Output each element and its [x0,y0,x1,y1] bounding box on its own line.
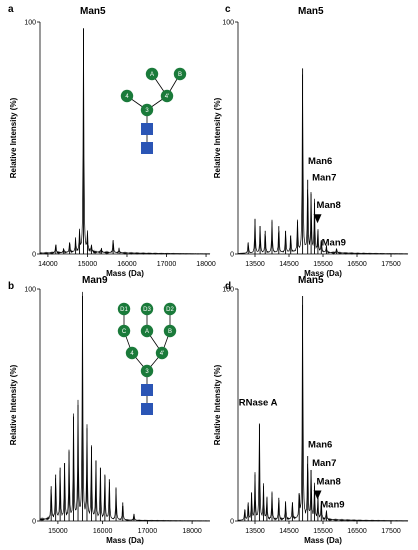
y-axis-label: Relative Intensity (%) [9,364,18,445]
annotation-label: Man6 [308,439,332,450]
spectrum-trace [237,74,409,255]
y-tick-label: 100 [222,287,234,294]
x-tick-label: 15000 [78,261,98,268]
x-tick-label: 17500 [381,261,401,268]
y-tick-label: 0 [32,252,36,259]
x-axis-label: Mass (Da) [106,536,144,545]
glcnac-square-icon [141,142,153,154]
mannose-label: 4' [160,351,164,357]
mannose-circle-icon [117,302,131,316]
y-tick-label: 0 [230,252,234,259]
annotation-label: Man7 [312,172,336,183]
mannose-label: A [150,72,154,78]
y-tick-label: 100 [222,20,234,27]
mannose-label: A [145,329,149,335]
annotation-label: Man6 [308,156,332,167]
mannose-label: 3 [145,369,149,375]
x-tick-label: 18000 [182,528,202,535]
x-tick-label: 18000 [196,261,216,268]
x-tick-label: 17000 [157,261,177,268]
mannose-label: 4 [125,94,129,100]
x-tick-label: 14500 [279,528,299,535]
glycan-structure: 3 4 4' C A B D1 D3 D2 [117,302,177,415]
y-tick-label: 100 [24,20,36,27]
arrow-marker [313,214,322,224]
mannose-circle-icon [173,67,187,81]
x-tick-label: 16500 [347,528,367,535]
x-tick-label: 16000 [93,528,113,535]
mannose-label: D3 [143,307,151,313]
x-tick-label: 14500 [279,261,299,268]
mannose-label: D1 [120,307,128,313]
annotation-label: Man9 [322,237,346,248]
panel-a: a Man5 0 100 14000 15000 16000 17000 18000 Mass (… [8,4,216,278]
glcnac-square-icon [141,384,153,396]
chart-title: Man5 [80,6,106,17]
x-tick-label: 17500 [381,528,401,535]
chart-title: Man9 [82,275,108,286]
panel-letter-b: b [8,281,14,292]
mannose-label: B [168,329,172,335]
mannose-label: B [178,72,182,78]
glcnac-square-icon [141,403,153,415]
mannose-label: D2 [166,307,174,313]
x-axis-label: Mass (Da) [106,269,144,278]
x-tick-label: 17000 [138,528,158,535]
y-tick-label: 100 [24,287,36,294]
glcnac-square-icon [141,123,153,135]
annotation-label: RNase A [239,398,278,409]
panel-d: d Man5 0 100 13500 14500 15500 16500 17500 Mass (… [213,275,409,545]
panel-b: b Man9 0 100 15000 16000 17000 18000 Mass (Da) Re… [8,275,211,545]
panel-letter-a: a [8,4,14,15]
spectrum-trace [39,291,211,522]
mannose-circle-icon [120,89,134,103]
x-tick-label: 16500 [347,261,367,268]
x-axis-label: Mass (Da) [304,269,342,278]
annotation-label: Man8 [317,200,341,211]
chart-title: Man5 [298,6,324,17]
mannose-label: 4 [130,351,134,357]
mannose-circle-icon [145,67,159,81]
mannose-circle-icon [163,324,177,338]
mannose-label: C [122,329,127,335]
panel-c: c Man5 0 100 13500 14500 15500 16500 17500 Mass (… [213,4,409,278]
mannose-circle-icon [140,364,154,378]
annotation-label: Man7 [312,458,336,469]
annotation-label: Man8 [317,477,341,488]
mannose-label: 4' [165,94,169,100]
x-tick-label: 13500 [245,261,265,268]
x-tick-label: 15000 [48,528,68,535]
glycan-structure: 3 4 4' A B [120,67,187,154]
x-tick-label: 15500 [313,528,333,535]
mannose-circle-icon [125,346,139,360]
spectrum-trace [237,304,409,522]
x-tick-label: 13500 [245,528,265,535]
mannose-circle-icon [155,346,169,360]
x-tick-label: 14000 [38,261,58,268]
mannose-circle-icon [117,324,131,338]
x-tick-label: 15500 [313,261,333,268]
panel-letter-d: d [225,281,231,292]
mannose-circle-icon [163,302,177,316]
mannose-circle-icon [140,103,154,117]
mannose-label: 3 [145,108,149,114]
y-axis-label: Relative Intensity (%) [213,364,222,445]
spectrum-trace [39,27,211,255]
arrow-marker [313,490,322,500]
panel-letter-c: c [225,4,231,15]
y-tick-label: 0 [230,519,234,526]
annotation-label: Man9 [320,500,344,511]
y-axis-label: Relative Intensity (%) [213,97,222,178]
y-tick-label: 0 [32,519,36,526]
chart-title: Man5 [298,275,324,286]
y-axis-label: Relative Intensity (%) [9,97,18,178]
mannose-circle-icon [140,324,154,338]
mannose-circle-icon [160,89,174,103]
x-tick-label: 16000 [117,261,137,268]
x-axis-label: Mass (Da) [304,536,342,545]
mannose-circle-icon [140,302,154,316]
